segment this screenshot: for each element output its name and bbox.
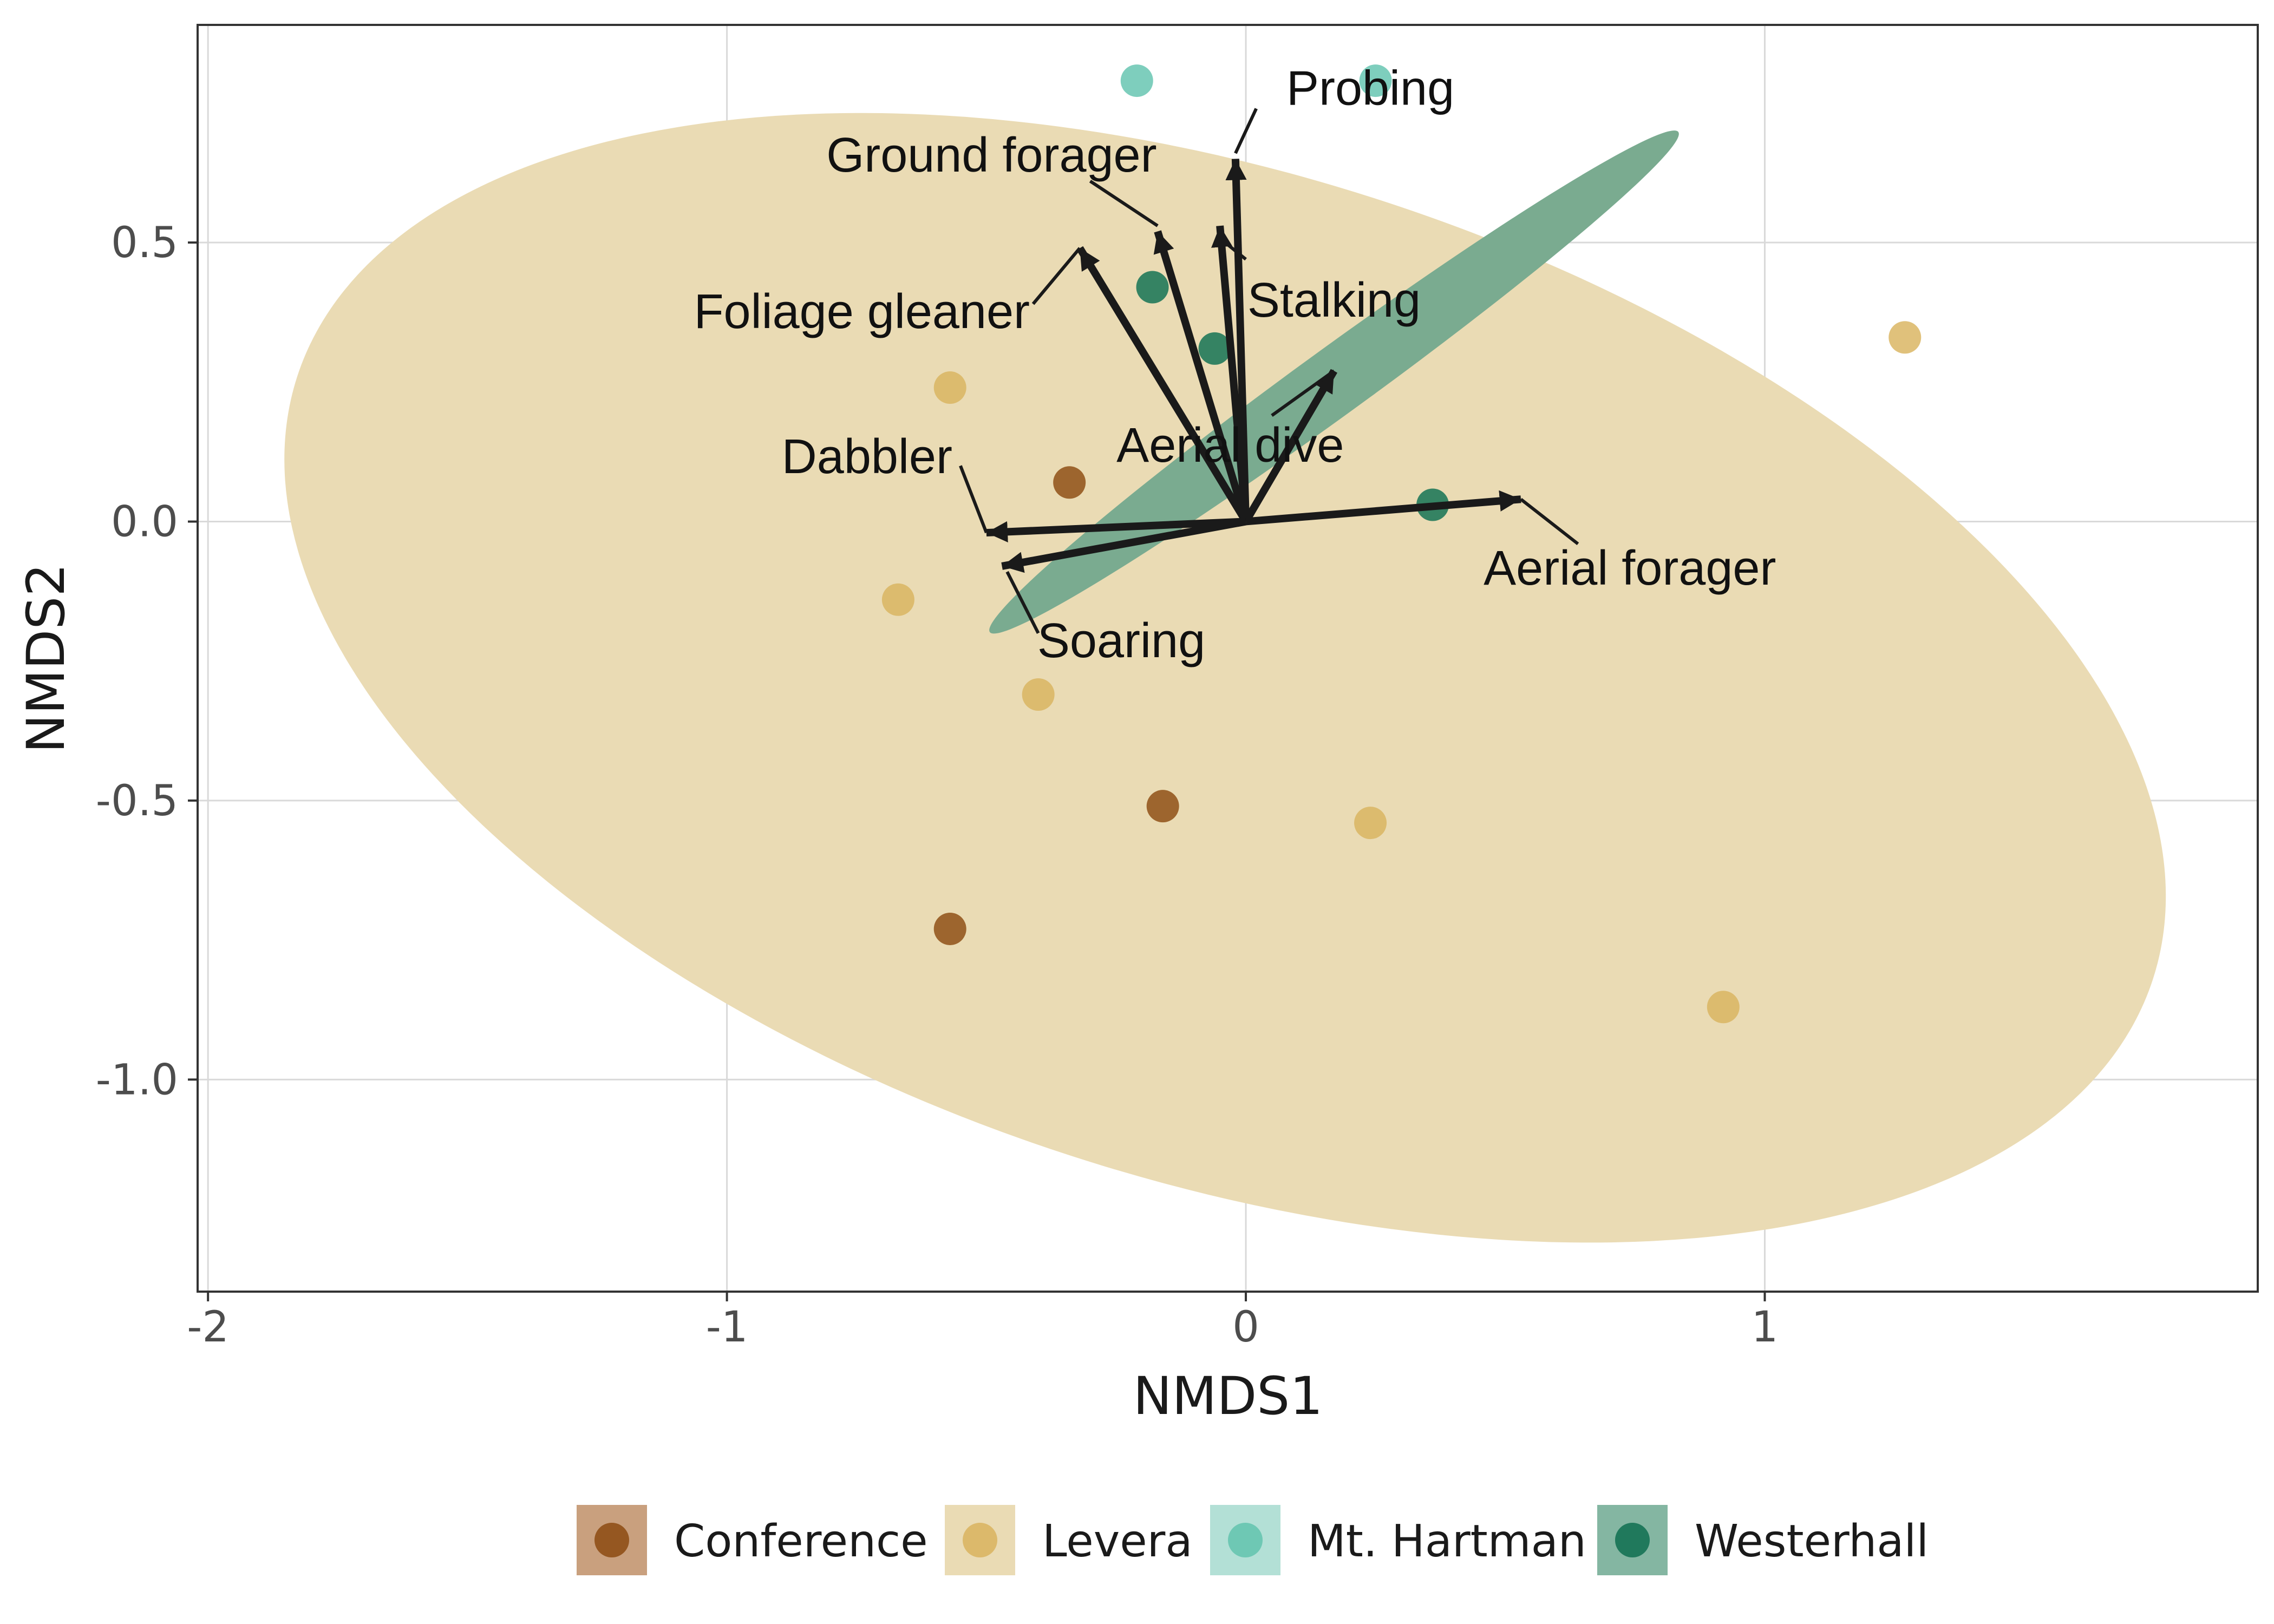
vector-label-dabbler: Dabbler [782,430,952,484]
plot-panel-border [197,24,2259,1293]
legend: Conference Levera Mt. Hartman Westerhall [577,1505,1929,1575]
y-tick-label: -1.0 [96,1056,178,1104]
vector-label-aerial-forager: Aerial forager [1484,541,1776,595]
legend-marker-westerhall [1615,1523,1650,1557]
point-westerhall [1136,271,1169,304]
arrow-foliage-gleaner [1076,246,1250,524]
vector-labels: Probing Ground forager Stalking Foliage gle… [694,61,1776,668]
arrow-aerial-forager [1245,490,1521,526]
vector-label-aerial-dive: Aerial dive [1116,418,1344,473]
point-levera [1022,678,1055,711]
point-conference [1053,466,1086,499]
legend-label-westerhall: Westerhall [1695,1516,1929,1567]
y-tick-label: 0.5 [111,219,178,267]
legend-label-conference: Conference [674,1516,928,1567]
point-conference [1146,790,1179,823]
x-tick-label: 0 [1232,1303,1259,1352]
leader-ground-forager [1089,180,1159,227]
leader-probing [1234,108,1258,154]
vector-label-stalking: Stalking [1247,273,1421,328]
legend-label-levera: Levera [1042,1516,1193,1567]
arrow-ground-forager [1153,230,1250,523]
leader-stalking [1224,241,1247,261]
x-tick-label: -1 [706,1303,748,1352]
point-levera [1354,807,1387,840]
point-westerhall [1198,332,1231,365]
axis-ticks: -2 -1 0 1 -1.0 -0.5 0.0 0.5 [96,219,1779,1352]
point-levera [1707,991,1740,1024]
data-points [881,64,1922,1024]
point-mt-hartman [1120,64,1153,97]
x-tick-label: 1 [1752,1303,1779,1352]
vector-label-probing: Probing [1286,61,1454,115]
y-tick-label: -0.5 [96,777,178,826]
leader-soaring [1005,571,1040,634]
point-levera [881,583,914,616]
y-axis-title: NMDS2 [16,564,76,754]
y-tick-label: 0.0 [111,497,178,546]
point-conference [933,912,966,945]
ellipse-levera [284,113,2166,1243]
leader-foliage-gleaner [1031,247,1081,305]
x-tick-label: -2 [187,1303,229,1352]
legend-label-mt-hartman: Mt. Hartman [1308,1516,1586,1567]
point-mt-hartman [1359,64,1392,97]
arrow-soaring [1001,518,1247,573]
arrow-stalking [1211,225,1250,522]
point-levera [1889,321,1922,354]
leader-aerial-forager [1520,497,1579,546]
vector-label-foliage-gleaner: Foliage gleaner [694,285,1030,339]
arrow-aerial-dive [1243,369,1338,523]
leader-aerial-dive [1271,369,1335,417]
arrow-dabbler [986,518,1246,542]
leader-dabbler [959,465,988,534]
point-levera [933,371,966,404]
vector-arrows [986,159,1521,573]
legend-marker-levera [963,1523,997,1557]
legend-marker-conference [594,1523,629,1557]
vector-label-soaring: Soaring [1037,614,1205,668]
x-axis-title: NMDS1 [1133,1366,1323,1426]
vector-label-ground-forager: Ground forager [826,128,1156,182]
legend-marker-mt-hartman [1228,1523,1263,1557]
